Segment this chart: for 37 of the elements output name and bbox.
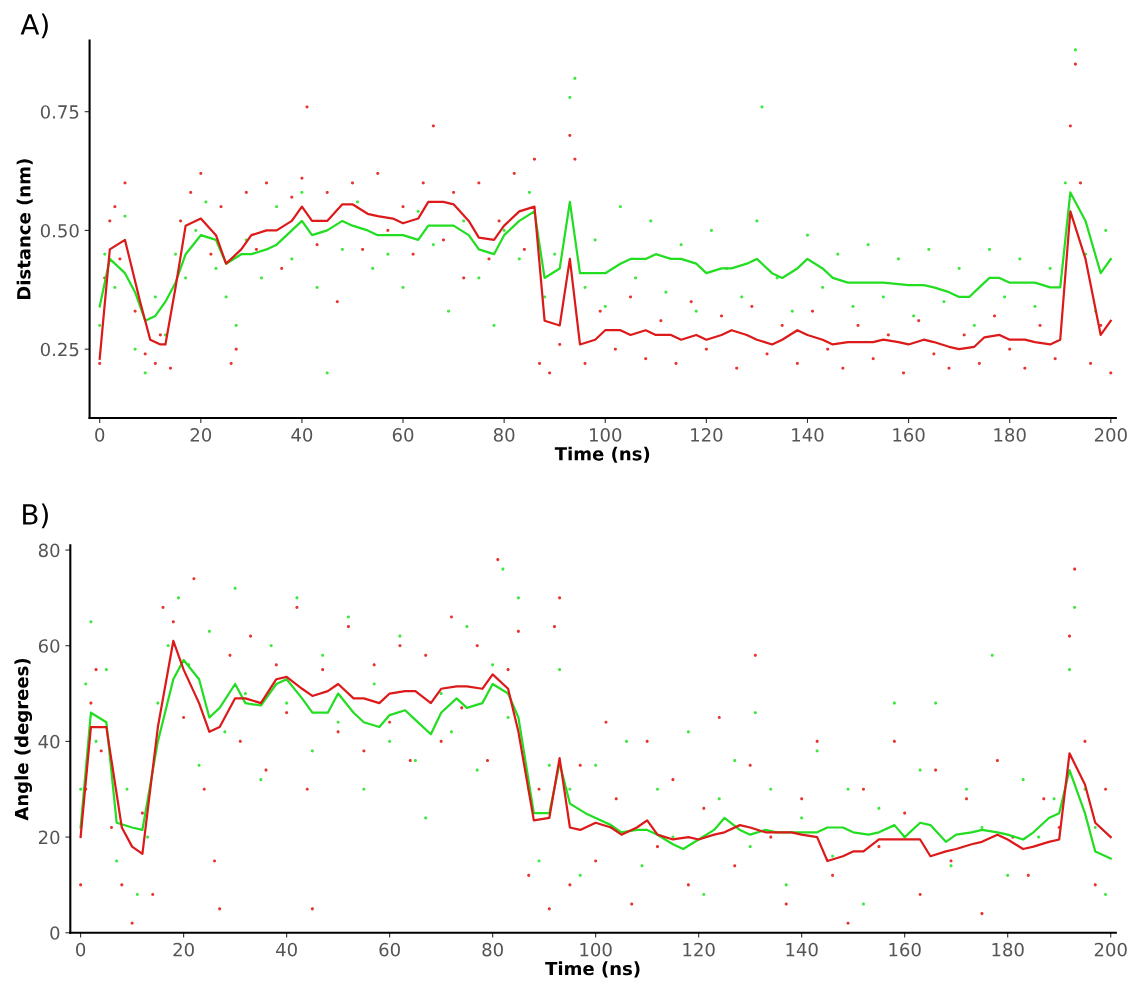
text: B) xyxy=(23,503,48,529)
x-tick-label: 60 xyxy=(392,428,414,442)
x-tick-label: 60 xyxy=(379,942,400,957)
y-tick-label: 0.50 xyxy=(40,223,79,238)
x-tick-label: 140 xyxy=(786,942,818,957)
line-series xyxy=(98,200,1112,360)
x-tick-label: 180 xyxy=(994,428,1026,442)
x-tick-label: 120 xyxy=(691,428,723,442)
x-tick-label: 100 xyxy=(590,428,622,442)
y-tick-label: 0.25 xyxy=(40,342,79,357)
text: A) xyxy=(20,13,48,39)
x-tick-label: 140 xyxy=(792,428,824,442)
x-tick-label: 160 xyxy=(893,428,925,442)
y-axis-title: Distance (nm) xyxy=(16,159,33,300)
x-tick-label: 0 xyxy=(95,428,105,442)
x-tick-label: 180 xyxy=(992,942,1024,957)
y-tick-label: 20 xyxy=(38,830,60,845)
y-axis-title: Angle (degrees) xyxy=(14,658,33,821)
y-tick-label: 0 xyxy=(50,926,60,940)
y-tick-label: 0.75 xyxy=(40,105,79,119)
x-tick-label: 40 xyxy=(276,942,297,957)
x-axis-title: Time (ns) xyxy=(545,961,640,978)
x-tick-label: 20 xyxy=(173,942,194,957)
x-tick-label: 40 xyxy=(291,428,313,442)
y-tick-label: 80 xyxy=(38,543,60,558)
x-axis-title: Time (ns) xyxy=(554,446,650,463)
y-tick-label: 60 xyxy=(38,639,60,653)
x-tick-label: 80 xyxy=(482,942,503,957)
x-tick-label: 200 xyxy=(1094,428,1127,442)
x-tick-label: 20 xyxy=(190,428,212,442)
y-tick-label: 40 xyxy=(38,734,60,749)
x-tick-label: 120 xyxy=(683,942,715,957)
x-tick-label: 200 xyxy=(1094,942,1127,957)
x-tick-label: 100 xyxy=(580,942,612,957)
x-tick-label: 160 xyxy=(889,942,921,957)
line-series xyxy=(98,191,1112,322)
x-tick-label: 80 xyxy=(493,428,515,442)
